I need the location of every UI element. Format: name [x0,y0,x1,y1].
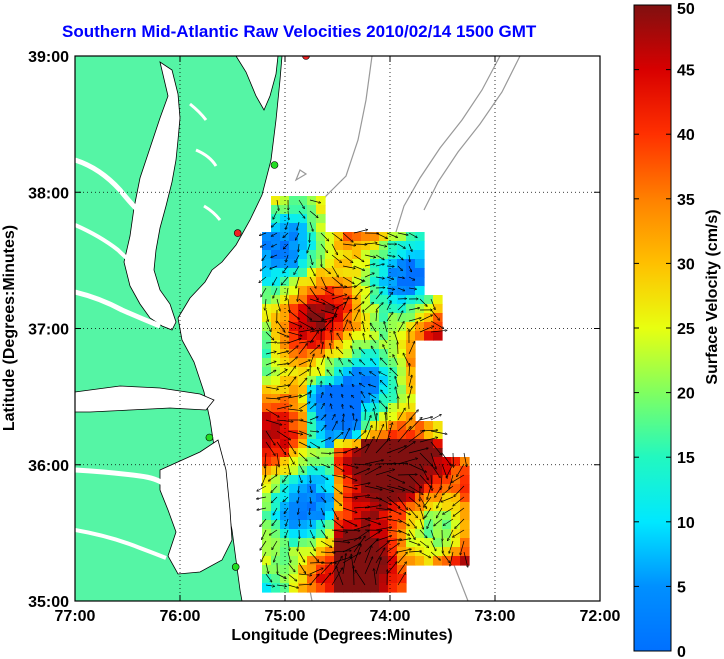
pamlico-river [75,467,166,487]
x-axis-ticks: 77:00 76:00 75:00 74:00 73:00 72:00 [55,56,621,625]
colorbar-tick-label: 0 [677,644,686,659]
x-tick-label: 74:00 [370,608,411,625]
radar-station-marker [231,563,240,571]
y-tick-label: 35:00 [28,594,69,611]
radar-station-marker [270,161,279,169]
x-tick-label: 77:00 [55,608,96,625]
colorbar-tick-label: 5 [677,579,686,596]
colorbar-label: Surface Velocity (cm/s) [704,209,721,384]
y-tick-label: 37:00 [28,322,69,339]
colorbar-tick-label: 25 [677,321,695,338]
grid-lines [75,56,600,601]
neuse-river [75,528,167,560]
albemarle-sound [75,385,215,413]
colorbar [633,4,672,652]
radar-station-marker [302,56,310,60]
rappahannock-river [75,223,134,264]
colorbar-tick-label: 15 [677,450,695,467]
y-tick-label: 36:00 [28,458,69,475]
x-tick-label: 73:00 [475,608,516,625]
eastern-shore-rivers [189,102,222,221]
x-axis-label: Longitude (Degrees:Minutes) [231,627,452,644]
y-tick-label: 39:00 [28,49,69,66]
pamlico-sound [159,439,233,575]
velocity-arrows [257,199,468,588]
colorbar-tick-label: 40 [677,127,695,144]
delaware-bay [235,56,279,111]
y-axis-label: Latitude (Degrees:Minutes) [1,225,18,431]
colorbar-tick-label: 10 [677,515,695,532]
map-title: Southern Mid-Atlantic Raw Velocities 201… [62,22,537,41]
x-tick-label: 72:00 [580,608,621,625]
y-tick-label: 38:00 [28,185,69,202]
colorbar-tick-label: 50 [677,1,695,18]
chesapeake-bay [123,61,181,331]
y-axis-ticks: 39:00 38:00 37:00 36:00 35:00 [28,49,600,611]
x-tick-label: 76:00 [160,608,201,625]
colorbar-tick-label: 30 [677,256,695,273]
x-tick-label: 75:00 [265,608,306,625]
colorbar-ticks: 0 5 10 15 20 25 30 35 40 45 50 [634,1,695,659]
colorbar-tick-label: 35 [677,192,695,209]
radar-station-marker [205,433,214,442]
colorbar-tick-label: 20 [677,386,695,403]
colorbar-tick-label: 45 [677,63,695,80]
james-river [75,289,161,329]
potomac-river [75,157,142,214]
radar-stations [205,56,310,571]
radar-station-marker [233,229,242,237]
